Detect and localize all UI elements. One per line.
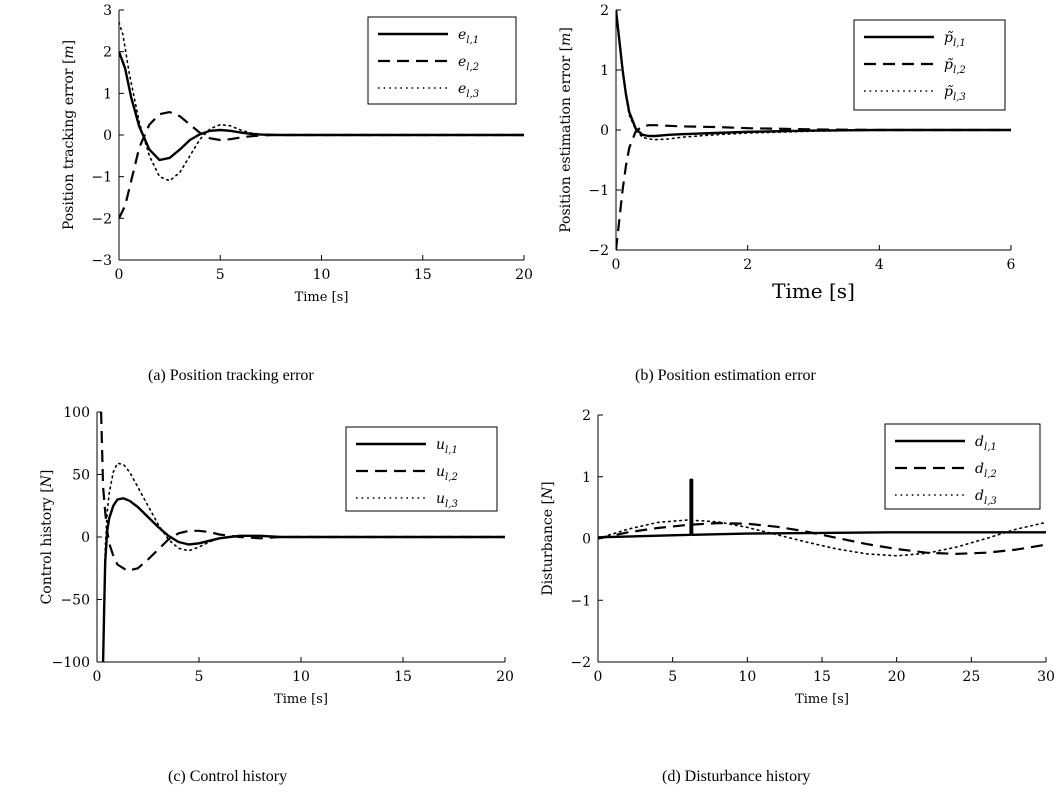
y-axis-label: Disturbance [N] [540,481,556,595]
legend: el,1 el,2 el,3 [367,16,517,105]
x-tick-label: 20 [515,267,533,283]
caption-disturbance-history: (d) Disturbance history [662,768,811,785]
y-tick-label: −1 [570,593,591,609]
x-tick-label: 6 [1007,257,1016,273]
chart-3: 0 5 10 15 20 25 30 −2 −1 0 1 2 Time [s] Disturbance [… [540,408,1055,707]
caption-position-estimation-error: (b) Position estimation error [635,367,816,384]
legend-label-2: el,2 [458,54,479,73]
caption-control-history: (c) Control history [168,768,288,785]
series-line-1 [101,497,505,662]
y-tick-label: 0 [600,123,609,139]
y-tick-label: −50 [60,593,90,609]
series-line-3 [119,21,524,182]
x-tick-label: 15 [394,669,412,685]
x-tick-label: 2 [743,257,752,273]
legend-label-2: dl,2 [975,461,997,480]
x-tick-label: 0 [93,669,102,685]
y-tick-label: 1 [582,470,591,486]
y-tick-label: 3 [103,3,112,19]
y-tick-label: 0 [103,128,112,144]
y-axis-label: Control history [N] [39,470,55,605]
legend-label-3: dl,3 [975,488,997,507]
x-axis-label: Time [s] [274,692,328,707]
x-tick-label: 5 [668,669,677,685]
y-tick-label: 1 [600,63,609,79]
chart-1: 0 2 4 6 −2 −1 0 1 2 Time [s] Position estimation e… [558,3,1016,303]
legend-label-1: ul,1 [436,437,458,456]
y-tick-label: 0 [81,530,90,546]
series-line-2 [119,110,524,219]
legend-label-1: p̃l,1 [944,30,966,49]
series-line-3 [616,10,1011,141]
y-tick-label: 0 [582,532,591,548]
x-tick-label: 4 [875,257,884,273]
y-tick-label: −1 [588,183,609,199]
y-axis-label: Position tracking error [m] [61,40,77,230]
x-axis-label: Time [s] [772,279,855,303]
x-tick-label: 15 [414,267,432,283]
legend: dl,1 dl,2 dl,3 [884,423,1041,510]
x-tick-label: 30 [1037,669,1055,685]
x-tick-label: 10 [292,669,310,685]
y-tick-label: −2 [91,211,112,227]
x-tick-label: 0 [115,267,124,283]
legend-label-2: p̃l,2 [944,57,966,76]
caption-position-tracking-error: (a) Position tracking error [148,367,314,384]
legend: p̃l,1 p̃l,2 p̃l,3 [853,19,1006,111]
legend-label-3: p̃l,3 [944,84,966,103]
series-line-2 [616,124,1011,250]
legend-label-2: ul,2 [436,464,458,483]
legend-label-1: dl,1 [975,434,997,453]
x-tick-label: 20 [496,669,514,685]
y-tick-label: 1 [103,86,112,102]
chart-0: 0 5 10 15 20 −3 −2 −1 0 1 2 3 Time [s] Position track… [61,3,533,305]
y-tick-label: −1 [91,170,112,186]
y-tick-label: −3 [91,253,112,269]
legend-label-3: el,3 [458,81,479,100]
y-tick-label: −2 [588,243,609,259]
y-tick-label: −2 [570,655,591,671]
x-tick-label: 20 [888,669,906,685]
x-axis-label: Time [s] [795,692,849,707]
legend-label-1: el,1 [458,27,479,46]
x-tick-label: 10 [738,669,756,685]
x-tick-label: 5 [216,267,225,283]
x-tick-label: 0 [612,257,621,273]
series-line-3 [102,462,505,662]
y-tick-label: 2 [582,408,591,424]
x-axis-label: Time [s] [295,290,349,305]
series-line-1 [598,478,1046,539]
chart-2: 0 5 10 15 20 −100 −50 0 50 100 Time [s] Control his… [39,405,514,707]
y-tick-label: −100 [52,655,90,671]
x-tick-label: 0 [594,669,603,685]
legend: ul,1 ul,2 ul,3 [345,426,498,512]
x-tick-label: 15 [813,669,831,685]
y-tick-label: 100 [63,405,90,421]
y-tick-label: 2 [600,3,609,19]
x-tick-label: 10 [313,267,331,283]
y-tick-label: 50 [72,468,90,484]
y-axis-label: Position estimation error [m] [558,27,574,233]
series-line-3 [598,519,1046,557]
x-tick-label: 5 [195,669,204,685]
x-tick-label: 25 [962,669,980,685]
legend-label-3: ul,3 [436,491,458,510]
series-line-2 [598,521,1046,556]
y-tick-label: 2 [103,45,112,61]
